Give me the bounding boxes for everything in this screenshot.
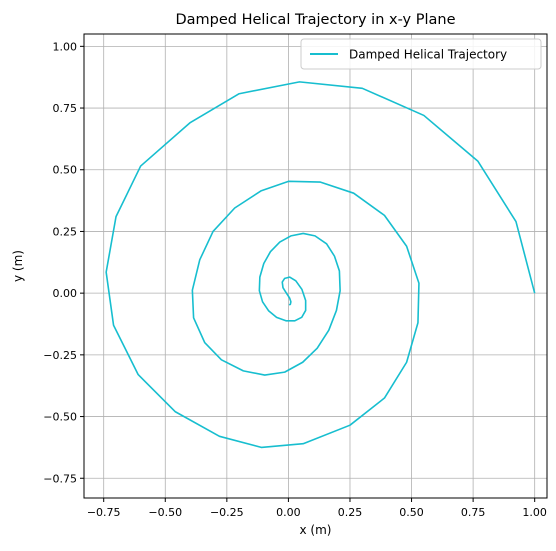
y-tick-label: −0.25: [43, 349, 77, 362]
y-tick-label: 1.00: [53, 40, 78, 53]
x-tick-label: 0.00: [276, 506, 301, 519]
series-layer: [105, 81, 536, 449]
plot-frame: [83, 33, 548, 499]
x-tick-label: 0.50: [399, 506, 424, 519]
y-tick-label: 0.50: [53, 164, 78, 177]
legend: Damped Helical Trajectory: [300, 38, 542, 70]
grid-lines: [84, 34, 547, 498]
chart-title: Damped Helical Trajectory in x-y Plane: [175, 12, 455, 28]
series-line: [105, 81, 536, 449]
y-tick-label: 0.75: [53, 102, 78, 115]
x-tick-label: −0.50: [148, 506, 182, 519]
y-tick-label: −0.75: [43, 472, 77, 485]
x-tick-label: −0.75: [87, 506, 121, 519]
axis-ticks: −0.75 −0.50 −0.25 0.00 0.25 0.50 0.75 1.00 −0.75…: [43, 40, 547, 519]
x-tick-label: 1.00: [522, 506, 547, 519]
y-tick-label: 0.25: [53, 225, 78, 238]
legend-label: Damped Helical Trajectory: [349, 48, 507, 62]
y-tick-label: −0.50: [43, 411, 77, 424]
y-tick-label: 0.00: [53, 287, 78, 300]
y-axis-label: y (m): [11, 250, 25, 282]
x-tick-label: 0.25: [338, 506, 363, 519]
x-tick-label: −0.25: [210, 506, 244, 519]
legend-box: [300, 38, 542, 70]
x-tick-label: 0.75: [461, 506, 486, 519]
x-axis-label: x (m): [300, 523, 332, 537]
